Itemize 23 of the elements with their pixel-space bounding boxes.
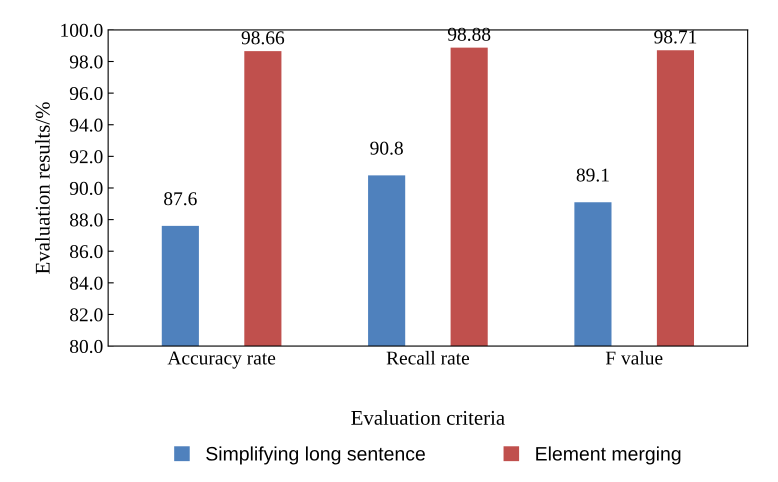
- data-label: 89.1: [576, 168, 609, 182]
- legend-label: Element merging: [536, 446, 680, 464]
- y-tick-label: 90.0: [70, 182, 103, 196]
- x-tick-label: Recall rate: [386, 350, 470, 365]
- x-tick-label: Accuracy rate: [168, 352, 276, 369]
- y-tick-label: 92.0: [70, 150, 103, 164]
- y-tick-label: 96.0: [70, 86, 103, 100]
- y-tick-label: 86.0: [70, 245, 103, 258]
- x-tick-label: F value: [606, 350, 662, 365]
- data-label: 87.6: [164, 192, 197, 206]
- y-tick-label: 100.0: [61, 24, 103, 37]
- y-tick-label: 84.0: [70, 276, 103, 290]
- y-axis-title: Evaluation results/%: [35, 102, 50, 274]
- y-tick-label: 94.0: [70, 118, 103, 132]
- y-tick-label: 80.0: [70, 340, 103, 354]
- data-label: 90.8: [370, 142, 403, 155]
- data-label: 98.71: [654, 30, 696, 44]
- y-tick-label: 98.0: [70, 55, 103, 69]
- legend-label: Simplifying long sentence: [206, 446, 425, 464]
- x-axis-title: Evaluation criteria: [351, 410, 505, 425]
- y-tick-label: 82.0: [70, 308, 103, 322]
- y-tick-label: 88.0: [70, 213, 103, 227]
- data-label: 98.66: [242, 31, 284, 44]
